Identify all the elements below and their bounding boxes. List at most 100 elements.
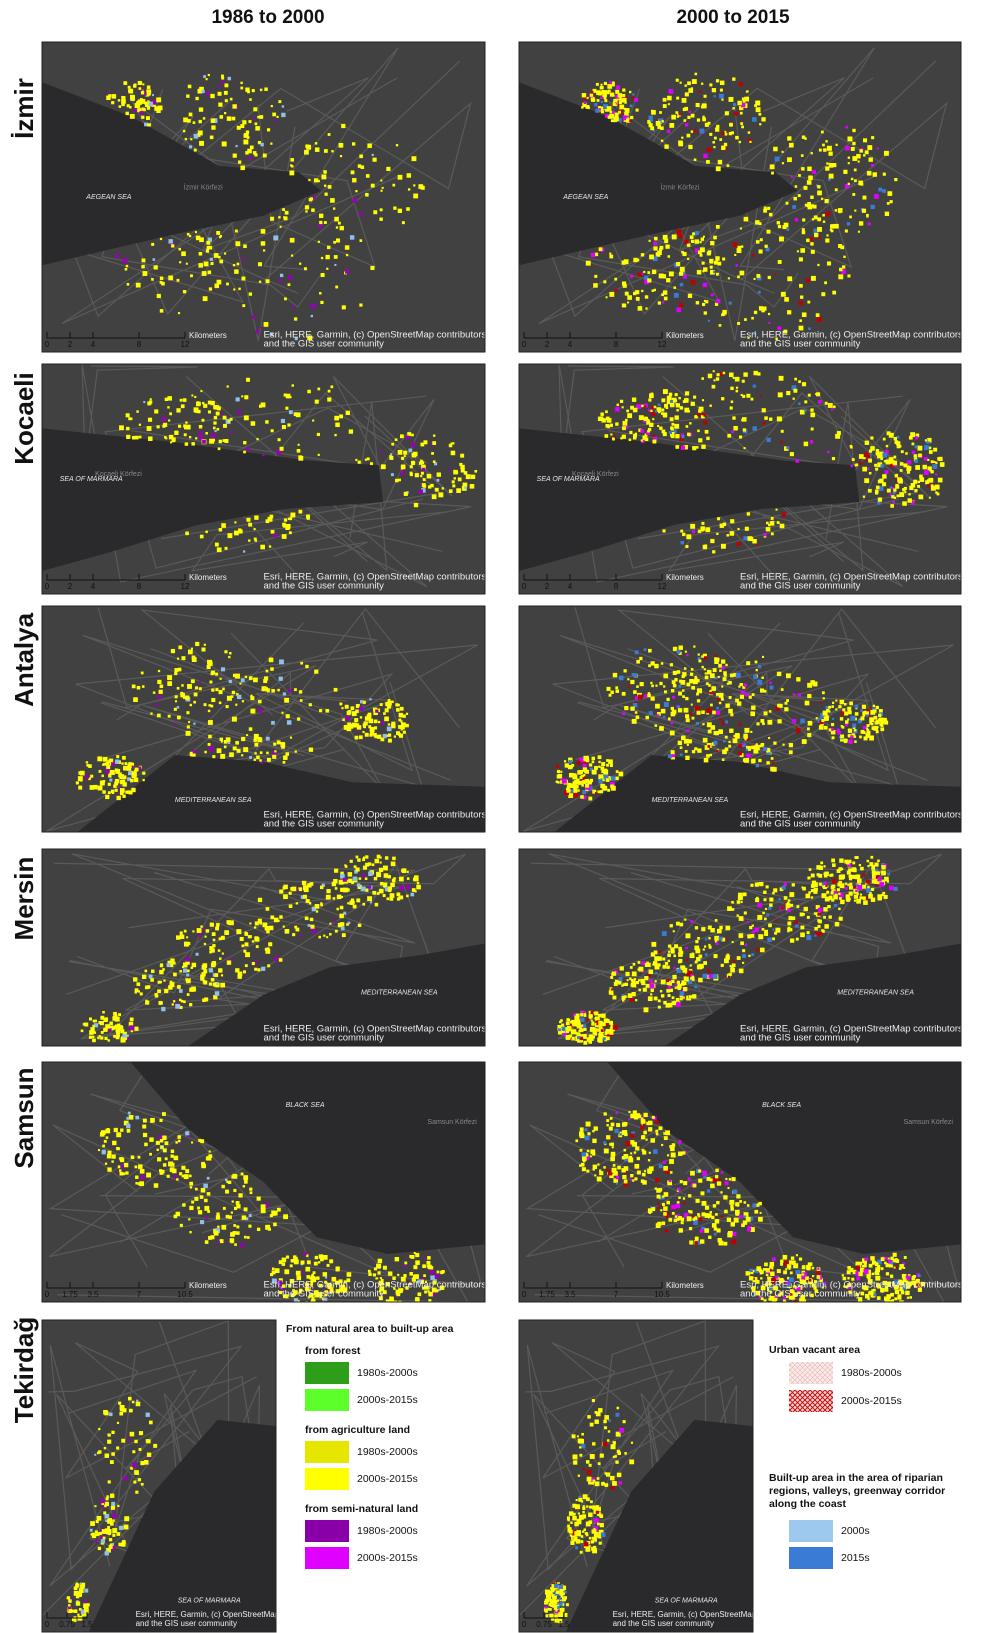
land-change-patch xyxy=(698,1179,702,1183)
land-change-patch xyxy=(235,241,240,246)
land-change-patch xyxy=(123,775,127,779)
land-change-patch xyxy=(380,451,382,453)
land-change-patch xyxy=(360,700,363,703)
land-change-patch xyxy=(279,279,282,282)
land-change-patch xyxy=(571,1037,575,1041)
land-change-patch xyxy=(752,539,756,543)
land-change-patch xyxy=(909,466,911,468)
land-change-patch xyxy=(654,237,658,241)
land-change-patch xyxy=(283,761,286,764)
land-change-patch xyxy=(870,1256,874,1260)
land-change-patch xyxy=(398,896,401,899)
land-change-patch xyxy=(694,415,697,418)
land-change-patch xyxy=(884,460,886,462)
land-change-patch xyxy=(730,968,735,973)
land-change-patch xyxy=(255,921,259,925)
land-change-patch xyxy=(679,113,681,115)
land-change-patch xyxy=(636,685,639,688)
land-change-patch xyxy=(780,1260,783,1263)
land-change-patch xyxy=(208,270,212,274)
land-change-patch xyxy=(627,979,629,981)
land-change-patch xyxy=(164,989,168,993)
land-change-patch xyxy=(370,727,375,732)
land-change-patch xyxy=(782,151,784,153)
land-change-patch xyxy=(686,729,689,732)
land-change-patch xyxy=(743,536,747,540)
land-change-patch xyxy=(663,1206,667,1210)
land-change-patch xyxy=(269,658,274,663)
land-change-patch xyxy=(242,120,246,124)
land-change-patch xyxy=(869,449,872,452)
land-change-patch xyxy=(598,761,600,763)
land-change-patch xyxy=(211,119,215,123)
land-change-patch xyxy=(365,733,369,737)
land-change-patch xyxy=(219,957,221,959)
land-change-patch xyxy=(747,512,750,515)
land-change-patch xyxy=(609,255,613,259)
land-change-patch xyxy=(764,533,767,536)
land-change-patch xyxy=(742,743,744,745)
land-change-patch xyxy=(266,930,270,934)
land-change-patch xyxy=(432,441,436,445)
land-change-patch xyxy=(867,171,872,176)
land-change-patch xyxy=(357,727,360,730)
land-change-patch xyxy=(98,1149,100,1151)
land-change-patch xyxy=(629,91,631,93)
land-change-patch xyxy=(387,897,390,900)
land-change-patch xyxy=(691,976,694,979)
land-change-patch xyxy=(742,962,744,964)
land-change-patch xyxy=(218,968,222,972)
land-change-patch xyxy=(319,214,323,218)
land-change-patch xyxy=(872,1263,874,1265)
land-change-patch xyxy=(324,1301,328,1305)
land-change-patch xyxy=(713,370,715,372)
land-change-patch xyxy=(314,178,318,182)
land-change-patch xyxy=(667,954,671,958)
land-change-patch xyxy=(624,669,627,672)
land-change-patch xyxy=(632,971,637,976)
land-change-patch xyxy=(727,1218,731,1222)
land-change-patch xyxy=(762,912,765,915)
land-change-patch xyxy=(210,94,214,98)
land-change-patch xyxy=(703,961,707,965)
land-change-patch xyxy=(406,207,410,211)
land-change-patch xyxy=(634,1164,639,1169)
land-change-patch xyxy=(458,477,462,481)
scale-label: 10.5 xyxy=(177,1290,193,1299)
land-change-patch xyxy=(698,409,702,413)
land-change-patch xyxy=(754,927,759,932)
land-change-patch xyxy=(251,421,256,426)
land-change-patch xyxy=(168,276,173,281)
land-change-patch xyxy=(812,170,816,174)
land-change-patch xyxy=(643,1131,647,1135)
land-change-patch xyxy=(622,692,626,696)
land-change-patch xyxy=(359,212,362,215)
land-change-patch xyxy=(794,921,798,925)
land-change-patch xyxy=(639,657,642,660)
land-change-patch xyxy=(395,479,399,483)
land-change-patch xyxy=(862,209,866,213)
land-change-patch xyxy=(141,116,144,119)
land-change-patch xyxy=(760,238,763,241)
land-change-patch xyxy=(914,454,918,458)
land-change-patch xyxy=(862,885,866,889)
land-change-patch xyxy=(664,690,667,693)
land-change-patch xyxy=(741,245,743,247)
land-change-patch xyxy=(698,653,700,655)
land-change-patch xyxy=(422,483,426,487)
land-change-patch xyxy=(848,868,851,871)
land-change-patch xyxy=(695,1199,699,1203)
land-change-patch xyxy=(696,103,700,107)
land-change-patch xyxy=(375,859,379,863)
land-change-patch xyxy=(689,422,691,424)
land-change-patch xyxy=(668,717,670,719)
land-change-patch xyxy=(157,294,161,298)
land-change-patch xyxy=(219,528,222,531)
land-change-patch xyxy=(630,1179,632,1181)
land-change-patch xyxy=(305,144,309,148)
land-change-patch xyxy=(564,760,566,762)
land-change-patch xyxy=(702,399,704,401)
land-change-patch xyxy=(582,93,586,97)
land-change-patch xyxy=(697,711,701,715)
land-change-patch xyxy=(347,727,351,731)
